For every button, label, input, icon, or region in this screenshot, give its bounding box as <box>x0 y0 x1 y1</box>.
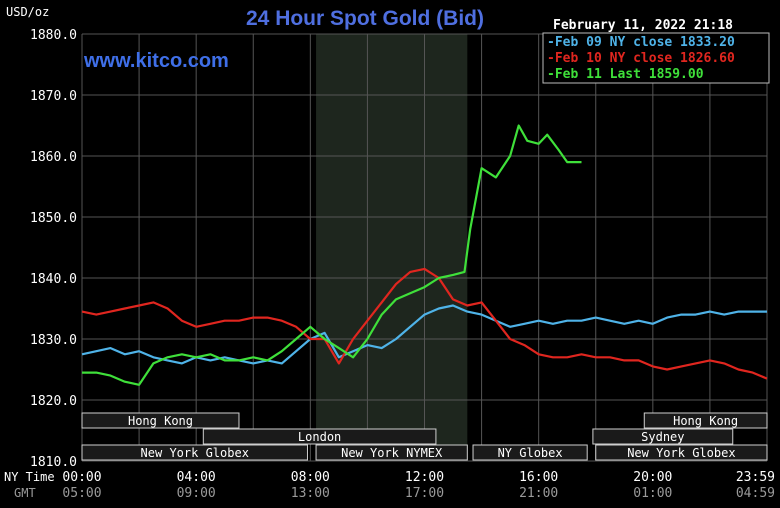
market-sessions: Hong Kong London New York Globex New York N… <box>81 412 768 461</box>
y-axis-unit-label: USD/oz <box>6 5 49 19</box>
session-label: Hong Kong <box>128 414 193 428</box>
y-tick-label: 1830.0 <box>30 333 77 348</box>
y-tick-label: 1850.0 <box>30 211 77 226</box>
session-label: London <box>298 430 341 444</box>
ny-time-row-label: NY Time <box>4 470 55 484</box>
session-label: NY Globex <box>498 446 563 460</box>
nymex-session-shade <box>316 34 468 461</box>
chart-timestamp: February 11, 2022 21:18 <box>553 18 733 33</box>
session-box <box>472 444 588 461</box>
x-tick-ny-label: 23:59 <box>736 470 775 485</box>
x-tick-gmt-label: 21:00 <box>519 486 558 501</box>
x-tick-gmt-label: 05:00 <box>62 486 101 501</box>
site-watermark: www.kitco.com <box>83 50 229 72</box>
session-label: Hong Kong <box>673 414 738 428</box>
session-box <box>595 444 768 461</box>
x-tick-gmt-label: 01:00 <box>633 486 672 501</box>
series-line-2 <box>81 267 768 380</box>
y-tick-label: 1820.0 <box>30 394 77 409</box>
legend-entry: -Feb 10 NY close 1826.60 <box>547 51 735 66</box>
x-tick-gmt-label: 13:00 <box>291 486 330 501</box>
session-box <box>315 444 468 461</box>
x-tick-ny-label: 12:00 <box>405 470 444 485</box>
session-label: New York Globex <box>627 446 735 460</box>
legend-entry: -Feb 11 Last 1859.00 <box>547 67 704 82</box>
grid-lines <box>81 33 768 462</box>
x-tick-ny-label: 20:00 <box>633 470 672 485</box>
legend-box <box>542 32 770 84</box>
x-tick-gmt-label: 04:59 <box>736 486 775 501</box>
y-tick-label: 1880.0 <box>30 28 77 43</box>
session-box <box>643 412 768 429</box>
session-label: New York NYMEX <box>341 446 443 460</box>
x-tick-ny-label: 00:00 <box>62 470 101 485</box>
session-label: Sydney <box>641 430 684 444</box>
y-tick-label: 1860.0 <box>30 150 77 165</box>
y-tick-label: 1870.0 <box>30 89 77 104</box>
session-box <box>592 428 734 445</box>
chart-legend: -Feb 09 NY close 1833.20-Feb 10 NY close… <box>542 32 770 84</box>
session-box <box>81 444 308 461</box>
x-tick-ny-label: 16:00 <box>519 470 558 485</box>
session-box <box>81 412 240 429</box>
y-tick-label: 1810.0 <box>30 455 77 470</box>
x-tick-gmt-label: 09:00 <box>177 486 216 501</box>
series-line-3 <box>82 124 582 386</box>
chart-title: 24 Hour Spot Gold (Bid) <box>246 7 484 30</box>
legend-entry: -Feb 09 NY close 1833.20 <box>547 35 735 50</box>
x-tick-ny-label: 08:00 <box>291 470 330 485</box>
x-tick-gmt-label: 17:00 <box>405 486 444 501</box>
price-series <box>81 124 768 386</box>
session-box <box>202 428 437 445</box>
gmt-row-label: GMT <box>14 486 36 500</box>
session-label: New York Globex <box>141 446 249 460</box>
y-tick-label: 1840.0 <box>30 272 77 287</box>
x-tick-ny-label: 04:00 <box>177 470 216 485</box>
y-axis-ticks: 1880.0 1870.0 1860.0 1850.0 1840.0 1830.0 1820… <box>30 28 77 470</box>
